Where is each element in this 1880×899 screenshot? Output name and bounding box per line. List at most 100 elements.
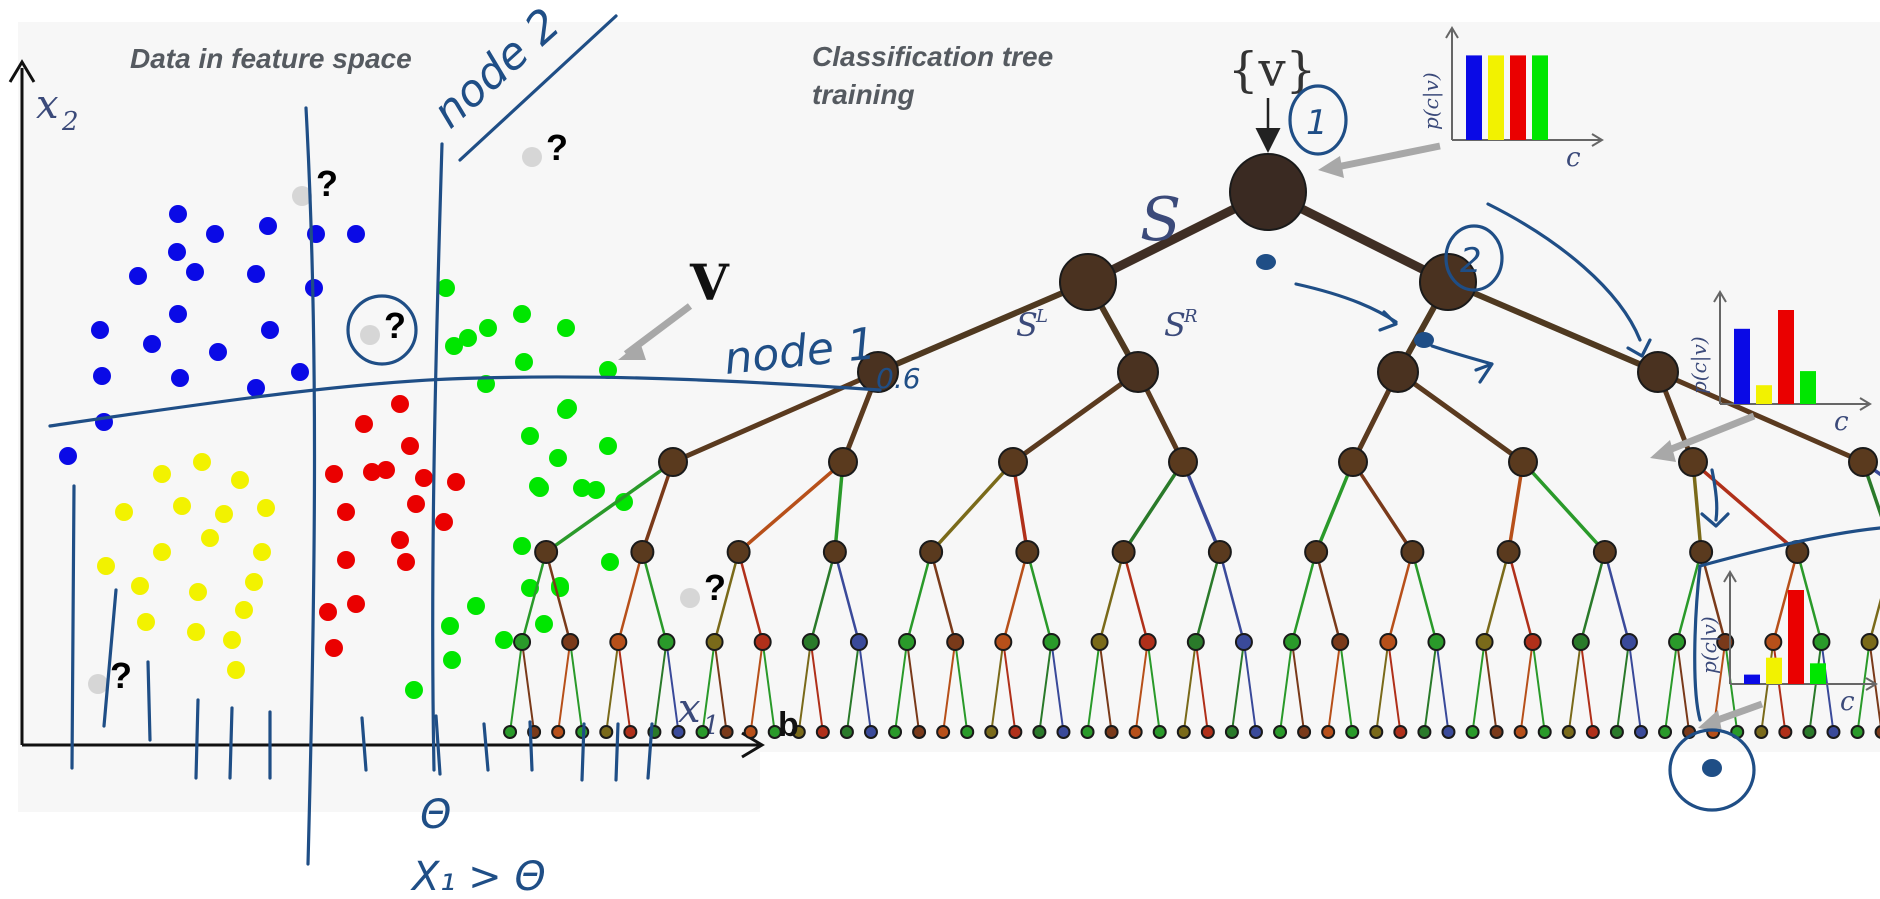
- point-green: [557, 401, 575, 419]
- tree-edge: [833, 460, 845, 554]
- tree-edge: [761, 641, 776, 733]
- tree-edge: [1086, 641, 1101, 733]
- tree-node: [1658, 725, 1673, 739]
- point-blue: [247, 265, 265, 283]
- point-blue: [247, 379, 265, 397]
- route-arrow-4: [1700, 468, 1730, 528]
- tree-edge: [521, 641, 536, 733]
- hist-bar: [1734, 328, 1750, 404]
- tree-edge: [1395, 369, 1526, 465]
- tree-edge: [1314, 460, 1355, 554]
- point-yellow: [173, 497, 191, 515]
- tree-node: [1104, 725, 1119, 739]
- tree-node: [1042, 633, 1061, 651]
- point-red: [363, 463, 381, 481]
- tree-node: [1059, 253, 1117, 311]
- point-blue: [259, 217, 277, 235]
- tree-edge: [1387, 550, 1414, 644]
- unknown-points: ? ? ? ? ?: [88, 127, 726, 696]
- node2-underline: [458, 14, 618, 162]
- tree-edge: [1351, 460, 1415, 554]
- tree-node: [1860, 633, 1879, 651]
- tree-node: [767, 725, 782, 739]
- circle-node-2-label: 2: [1460, 241, 1482, 281]
- tree-edge: [1279, 641, 1294, 733]
- tree-edge: [1772, 550, 1799, 644]
- tree-edge: [1242, 641, 1257, 733]
- tree-edge: [520, 550, 548, 644]
- point-yellow: [257, 499, 275, 517]
- tree-node: [657, 633, 676, 651]
- tree-node: [1248, 725, 1263, 739]
- tree-node: [863, 725, 878, 739]
- point-red: [435, 513, 453, 531]
- tree-node: [1015, 540, 1040, 564]
- tree-node: [1128, 725, 1143, 739]
- feature-space-title: Data in feature space: [130, 43, 412, 74]
- unknown-point: [292, 186, 312, 206]
- tree-edge: [1579, 550, 1607, 644]
- tree-node: [960, 725, 975, 739]
- tree-node: [1304, 540, 1329, 564]
- tree-edge: [1627, 641, 1642, 733]
- hist-bar: [1466, 55, 1482, 140]
- tree-node: [534, 540, 559, 564]
- tree-node: [1331, 633, 1350, 651]
- point-green: [535, 615, 553, 633]
- tree-edge: [1579, 641, 1594, 733]
- tree-node: [1111, 540, 1136, 564]
- point-green: [513, 537, 531, 555]
- x-axis-label: x: [678, 686, 701, 732]
- tree-node: [1152, 725, 1167, 739]
- tree-node: [1778, 725, 1793, 739]
- tree-edge: [1861, 460, 1880, 518]
- tree-node: [1417, 725, 1432, 739]
- tree-node: [753, 633, 772, 651]
- tree-edge: [1655, 369, 1866, 465]
- tree-node: [1523, 633, 1542, 651]
- point-red: [319, 603, 337, 621]
- unknown-marker: ?: [384, 305, 406, 346]
- tree-edge: [954, 641, 969, 733]
- tree-title-line2: training: [812, 79, 915, 110]
- tree-node: [984, 725, 999, 739]
- tree-node: [998, 447, 1028, 477]
- tree-node: [1585, 725, 1600, 739]
- tree-node: [1273, 725, 1288, 739]
- circle-node-1: [1288, 84, 1348, 156]
- point-yellow: [97, 557, 115, 575]
- unknown-marker: ?: [704, 567, 726, 608]
- tree-edge: [1411, 550, 1438, 644]
- tree-edge: [1314, 550, 1342, 644]
- tree-edge: [1002, 550, 1029, 644]
- point-yellow: [153, 543, 171, 561]
- tree-node: [1207, 540, 1232, 564]
- point-red: [337, 551, 355, 569]
- tree-node: [1117, 351, 1159, 393]
- hist-x-label: c: [1840, 687, 1855, 717]
- v-arrow-head: [618, 342, 646, 360]
- point-blue: [209, 343, 227, 361]
- tree-edge: [1134, 641, 1149, 733]
- tree-node: [1465, 725, 1480, 739]
- tree-node: [1419, 253, 1477, 311]
- tree-node: [1637, 351, 1679, 393]
- tree-node: [1427, 633, 1446, 651]
- point-blue: [93, 367, 111, 385]
- leaf-hist-arrow-head: [1698, 710, 1722, 732]
- tree-edge: [1339, 641, 1354, 733]
- point-red: [401, 437, 419, 455]
- tree-node: [1812, 633, 1831, 651]
- tree-edge: [1772, 641, 1787, 733]
- tree-node: [1850, 725, 1865, 739]
- tree-edge: [1691, 460, 1703, 554]
- point-yellow: [189, 583, 207, 601]
- tree-node: [1032, 725, 1047, 739]
- tree-node: [1379, 633, 1398, 651]
- hist-x-arrow: [1859, 397, 1872, 411]
- tree-edge: [1122, 550, 1149, 644]
- tree-edge: [1483, 641, 1498, 733]
- tree-edge: [1218, 550, 1246, 644]
- tree-node: [1297, 725, 1312, 739]
